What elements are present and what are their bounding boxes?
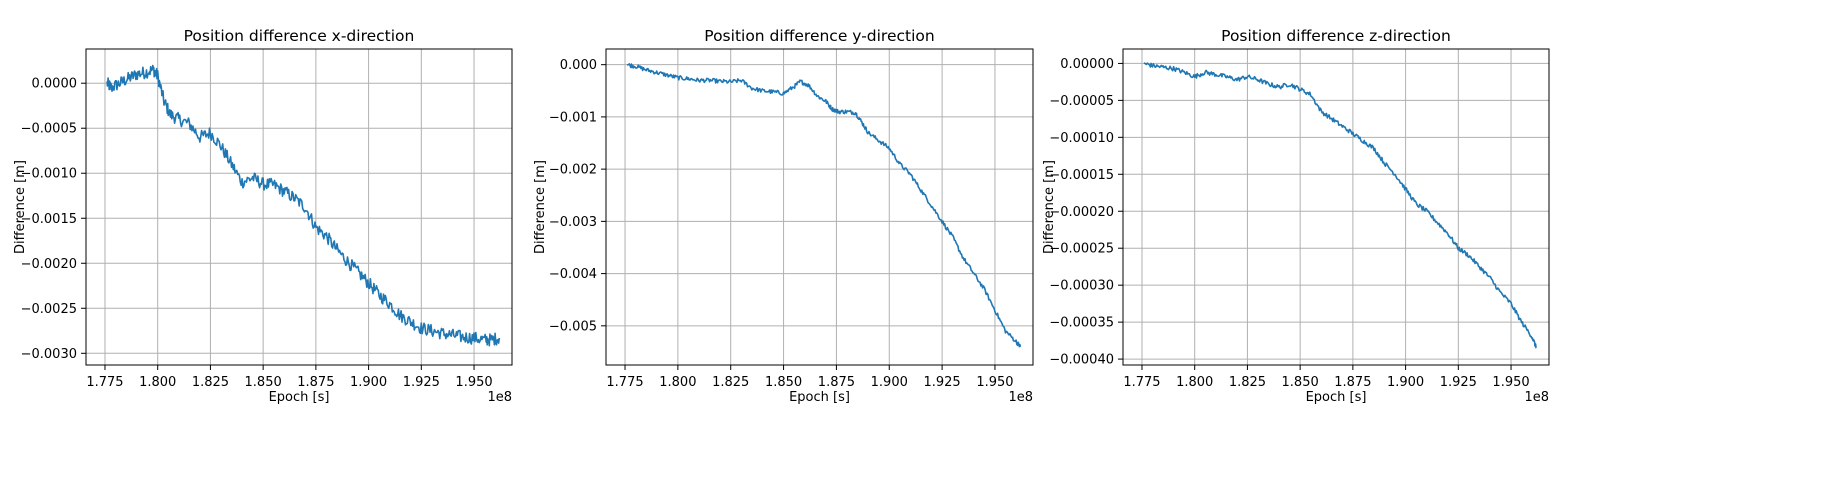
x-tick-label: 1.775 (1123, 375, 1160, 390)
x-tick-label: 1.925 (403, 375, 440, 390)
x-tick-label: 1.900 (350, 375, 387, 390)
x-axis-label: Epoch [s] (269, 390, 330, 405)
x-tick-label: 1.900 (1387, 375, 1424, 390)
grid (86, 49, 512, 365)
y-tick-label: −0.00020 (1049, 205, 1114, 220)
y-tick-label: −0.003 (549, 215, 597, 230)
y-tick-label: −0.0025 (21, 302, 77, 317)
y-tick-label: −0.005 (549, 319, 597, 334)
x-tick-label: 1.925 (1440, 375, 1477, 390)
series-line (626, 63, 1022, 348)
x-tick-label: 1.950 (455, 375, 492, 390)
x-tick-label: 1.925 (923, 375, 960, 390)
x-tick-label: 1.850 (245, 375, 282, 390)
x-tick-label: 1.775 (606, 375, 643, 390)
subplot-x-direction: Position difference x-direction Epoch [s… (13, 27, 513, 405)
y-tick-label: −0.0015 (21, 212, 77, 227)
x-tick-label: 1.900 (871, 375, 908, 390)
plot-frame (85, 48, 513, 366)
subplot-z-direction: Position difference z-direction Epoch [s… (1042, 27, 1550, 405)
chart-title: Position difference z-direction (1221, 27, 1451, 45)
y-tick-label: −0.0020 (21, 257, 77, 272)
y-tick-label: −0.00035 (1049, 316, 1114, 331)
plot-frame (605, 48, 1034, 366)
x-tick-label: 1.825 (192, 375, 229, 390)
y-axis-label: Difference [m] (533, 160, 548, 254)
series-line (106, 64, 501, 347)
y-tick-label: −0.001 (549, 110, 597, 125)
plot-frame (1122, 48, 1550, 366)
y-tick-label: −0.00015 (1049, 168, 1114, 183)
y-tick-label: −0.0005 (21, 122, 77, 137)
x-tick-label: 1.775 (86, 375, 123, 390)
y-axis-label: Difference [m] (1042, 160, 1057, 254)
y-tick-label: −0.002 (549, 163, 597, 178)
x-tick-label: 1.800 (1176, 375, 1213, 390)
y-tick-label: −0.00025 (1049, 242, 1114, 257)
y-tick-label: −0.00010 (1049, 131, 1114, 146)
x-axis-multiplier: 1e8 (1524, 390, 1549, 405)
chart-title: Position difference x-direction (184, 27, 415, 45)
y-tick-label: 0.0000 (32, 77, 78, 92)
y-tick-label: 0.00000 (1060, 57, 1114, 72)
grid (1123, 49, 1549, 365)
x-tick-label: 1.875 (297, 375, 334, 390)
y-tick-label: −0.00005 (1049, 94, 1114, 109)
y-axis-label: Difference [m] (13, 160, 28, 254)
x-tick-label: 1.850 (765, 375, 802, 390)
y-tick-label: −0.00040 (1049, 353, 1114, 368)
x-axis-label: Epoch [s] (1306, 390, 1367, 405)
x-axis-multiplier: 1e8 (1008, 390, 1033, 405)
subplot-y-direction: Position difference y-direction Epoch [s… (533, 27, 1034, 405)
x-tick-label: 1.875 (1334, 375, 1371, 390)
x-tick-label: 1.950 (1492, 375, 1529, 390)
y-tick-label: −0.0030 (21, 347, 77, 362)
x-tick-label: 1.825 (712, 375, 749, 390)
y-tick-label: −0.004 (549, 267, 597, 282)
chart-title: Position difference y-direction (704, 27, 934, 45)
x-tick-label: 1.825 (1229, 375, 1266, 390)
x-tick-label: 1.950 (976, 375, 1013, 390)
y-tick-label: 0.000 (560, 58, 597, 73)
x-tick-label: 1.800 (659, 375, 696, 390)
x-tick-label: 1.850 (1282, 375, 1319, 390)
grid (606, 49, 1033, 365)
x-axis-label: Epoch [s] (789, 390, 850, 405)
series-line (1143, 62, 1537, 349)
y-tick-label: −0.0010 (21, 167, 77, 182)
x-tick-label: 1.800 (139, 375, 176, 390)
x-axis-multiplier: 1e8 (487, 390, 512, 405)
x-tick-label: 1.875 (818, 375, 855, 390)
y-tick-label: −0.00030 (1049, 279, 1114, 294)
